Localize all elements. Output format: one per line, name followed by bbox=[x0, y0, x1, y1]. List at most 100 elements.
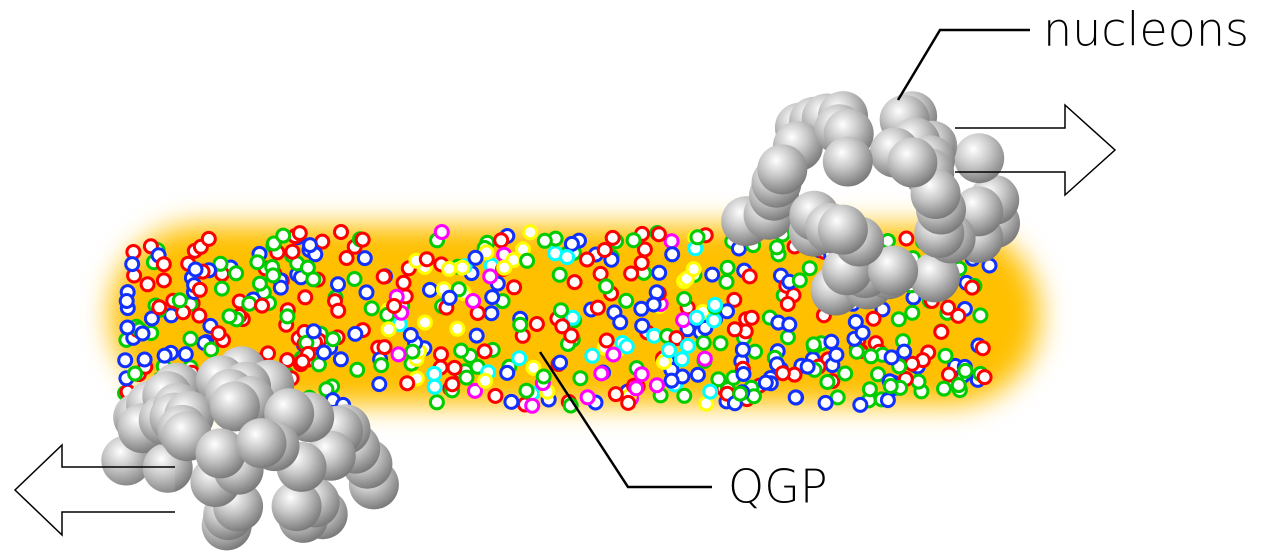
parton bbox=[801, 260, 818, 277]
parton bbox=[553, 302, 569, 319]
parton bbox=[477, 372, 494, 389]
parton bbox=[511, 350, 528, 367]
parton bbox=[976, 369, 993, 386]
parton bbox=[371, 376, 388, 393]
parton bbox=[625, 232, 642, 249]
parton bbox=[251, 275, 268, 292]
parton bbox=[648, 377, 665, 394]
parton bbox=[650, 226, 667, 243]
nucleon bbox=[817, 204, 868, 255]
parton bbox=[768, 239, 785, 256]
label-nucleons: nucleons bbox=[1043, 3, 1249, 57]
parton bbox=[433, 224, 450, 240]
parton bbox=[453, 342, 470, 359]
parton bbox=[572, 370, 589, 387]
partons bbox=[117, 224, 998, 414]
parton bbox=[823, 333, 840, 350]
parton bbox=[347, 325, 364, 342]
parton bbox=[305, 271, 322, 288]
parton bbox=[940, 299, 957, 316]
parton bbox=[898, 230, 915, 247]
parton bbox=[390, 346, 407, 363]
parton bbox=[200, 230, 217, 247]
parton bbox=[592, 265, 609, 282]
parton bbox=[940, 366, 957, 383]
parton bbox=[441, 260, 458, 277]
parton bbox=[302, 237, 318, 254]
parton bbox=[861, 381, 878, 398]
parton bbox=[483, 305, 500, 322]
parton bbox=[330, 276, 346, 293]
parton bbox=[741, 268, 758, 285]
parton bbox=[852, 396, 869, 413]
parton bbox=[676, 291, 693, 307]
parton bbox=[950, 307, 967, 324]
parton bbox=[950, 377, 967, 394]
nucleus-left bbox=[101, 346, 399, 551]
parton bbox=[674, 351, 690, 368]
parton bbox=[346, 271, 363, 287]
parton bbox=[325, 331, 341, 348]
parton bbox=[791, 272, 808, 289]
nucleon bbox=[195, 428, 246, 479]
leader-line-qgp bbox=[538, 351, 712, 489]
parton bbox=[633, 254, 650, 271]
parton bbox=[732, 385, 749, 402]
parton bbox=[254, 297, 270, 314]
nucleon bbox=[209, 381, 260, 432]
parton bbox=[757, 374, 774, 391]
parton bbox=[228, 265, 245, 282]
parton bbox=[661, 342, 677, 359]
parton bbox=[454, 259, 471, 276]
parton bbox=[356, 250, 373, 267]
parton bbox=[279, 308, 296, 325]
parton bbox=[476, 343, 493, 360]
parton bbox=[718, 273, 735, 290]
parton bbox=[604, 229, 621, 246]
parton bbox=[679, 337, 696, 354]
parton bbox=[376, 339, 393, 356]
nucleon bbox=[868, 245, 919, 296]
parton bbox=[848, 343, 865, 360]
parton bbox=[937, 347, 954, 364]
parton bbox=[805, 336, 822, 353]
parton bbox=[882, 378, 899, 394]
nucleon bbox=[271, 481, 322, 532]
parton bbox=[663, 233, 680, 250]
parton bbox=[422, 281, 438, 298]
parton bbox=[525, 359, 542, 376]
parton bbox=[528, 316, 545, 332]
parton bbox=[618, 338, 635, 355]
parton bbox=[819, 374, 836, 390]
parton bbox=[467, 382, 483, 399]
parton bbox=[119, 319, 136, 336]
parton bbox=[584, 347, 601, 364]
label-qgp: QGP bbox=[728, 460, 828, 514]
parton bbox=[124, 256, 141, 273]
parton bbox=[593, 365, 610, 382]
parton bbox=[499, 364, 516, 381]
parton bbox=[155, 256, 172, 273]
parton bbox=[651, 264, 668, 281]
parton bbox=[522, 224, 539, 241]
parton bbox=[332, 351, 349, 368]
parton bbox=[136, 351, 153, 368]
parton bbox=[151, 299, 168, 316]
parton bbox=[330, 302, 347, 319]
parton bbox=[402, 327, 419, 343]
parton bbox=[177, 346, 194, 363]
parton bbox=[171, 292, 188, 309]
parton bbox=[265, 267, 282, 284]
parton bbox=[787, 389, 804, 406]
parton bbox=[519, 252, 536, 269]
nucleus-right bbox=[721, 91, 1020, 316]
parton bbox=[191, 307, 208, 324]
parton bbox=[685, 261, 702, 278]
parton bbox=[291, 225, 308, 242]
parton bbox=[883, 349, 900, 366]
nucleon bbox=[822, 136, 873, 187]
parton bbox=[446, 359, 463, 376]
parton bbox=[620, 394, 637, 411]
parton bbox=[779, 296, 796, 312]
